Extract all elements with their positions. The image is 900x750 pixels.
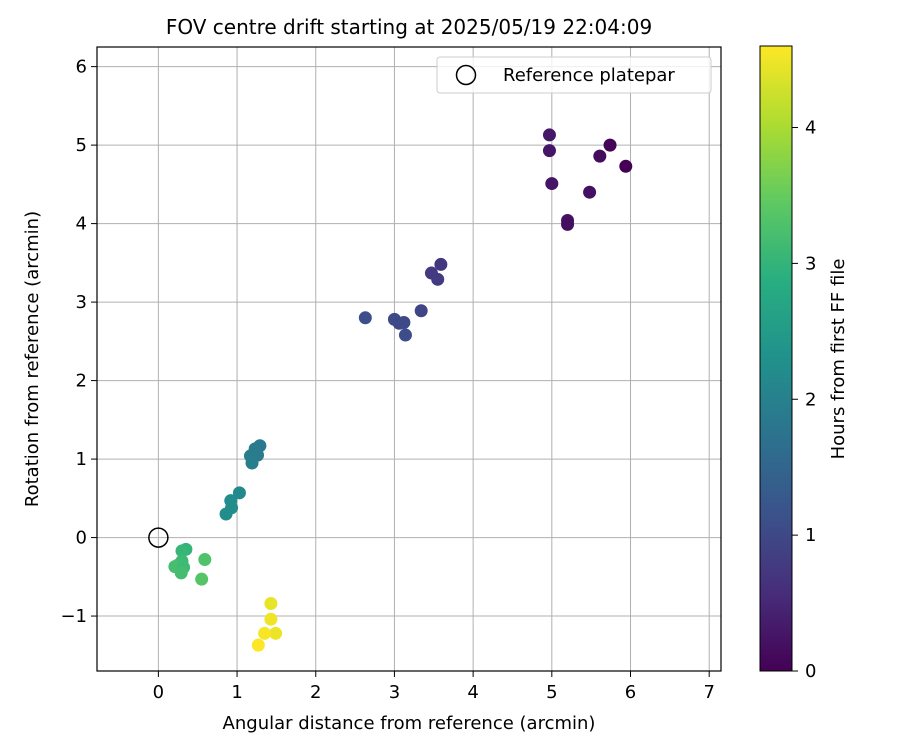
legend-box [436,56,712,94]
colorbar: 0 1 2 3 4 Hours from first FF file [759,45,849,682]
x-tick-label: 5 [546,682,557,703]
chart-title: FOV centre drift starting at 2025/05/19 … [166,15,652,39]
colorbar-tick-label: 4 [805,118,816,139]
data-point [174,566,188,580]
x-tick-label: 4 [467,682,478,703]
colorbar-tick-label: 2 [805,389,816,410]
data-point [195,572,209,586]
colorbar-label: Hours from first FF file [828,259,849,460]
x-tick-label: 7 [703,682,714,703]
data-point [583,185,597,199]
y-tick-label: 5 [76,135,87,156]
data-point [258,626,272,640]
data-point [414,304,428,318]
y-tick-label: 2 [76,371,87,392]
colorbar-tick-label: 0 [805,661,816,682]
data-point [219,507,233,521]
data-point [245,456,259,470]
data-point [603,138,617,152]
data-point [397,316,411,330]
legend: Reference platepar [436,56,712,94]
data-point [175,544,189,558]
y-tick-label: 1 [76,449,87,470]
legend-marker-reference-platepar [455,64,477,86]
y-tick-label: −1 [60,606,87,627]
colorbar-tick-label: 3 [805,253,816,274]
data-points [168,128,633,652]
data-point [593,149,607,163]
data-point [398,328,412,342]
y-tick-label: 4 [76,214,87,235]
x-tick-label: 1 [231,682,242,703]
plot-frame [96,46,722,672]
colorbar-tick-label: 1 [805,525,816,546]
x-tick-label: 6 [625,682,636,703]
data-point [545,177,559,191]
data-point [619,159,633,173]
reference-platepar-marker [148,527,169,548]
colorbar-ticks: 0 1 2 3 4 [792,118,816,682]
data-point [251,638,265,652]
data-point [561,217,575,231]
data-point [358,311,372,325]
x-tick-label: 3 [389,682,400,703]
data-point [264,596,278,610]
x-tick-label: 2 [310,682,321,703]
plot-background [97,47,721,671]
y-tick-label: 6 [76,57,87,78]
legend-label-reference-platepar: Reference platepar [503,65,675,86]
data-point [542,144,556,158]
data-point [198,553,212,567]
y-tick-label: 0 [76,528,87,549]
x-axis: 0 1 2 3 4 5 6 7 [153,671,715,703]
data-point [232,486,246,500]
data-point [542,128,556,142]
plot-area [96,46,722,672]
data-point [269,626,283,640]
data-point [434,257,448,271]
data-point [264,612,278,626]
data-point [431,272,445,286]
y-axis-label: Rotation from reference (arcmin) [22,211,43,507]
colorbar-gradient [759,45,793,672]
y-tick-label: 3 [76,292,87,313]
x-axis-label: Angular distance from reference (arcmin) [223,713,596,734]
y-axis: −1 0 1 2 3 4 5 6 [60,57,97,627]
x-tick-label: 0 [153,682,164,703]
